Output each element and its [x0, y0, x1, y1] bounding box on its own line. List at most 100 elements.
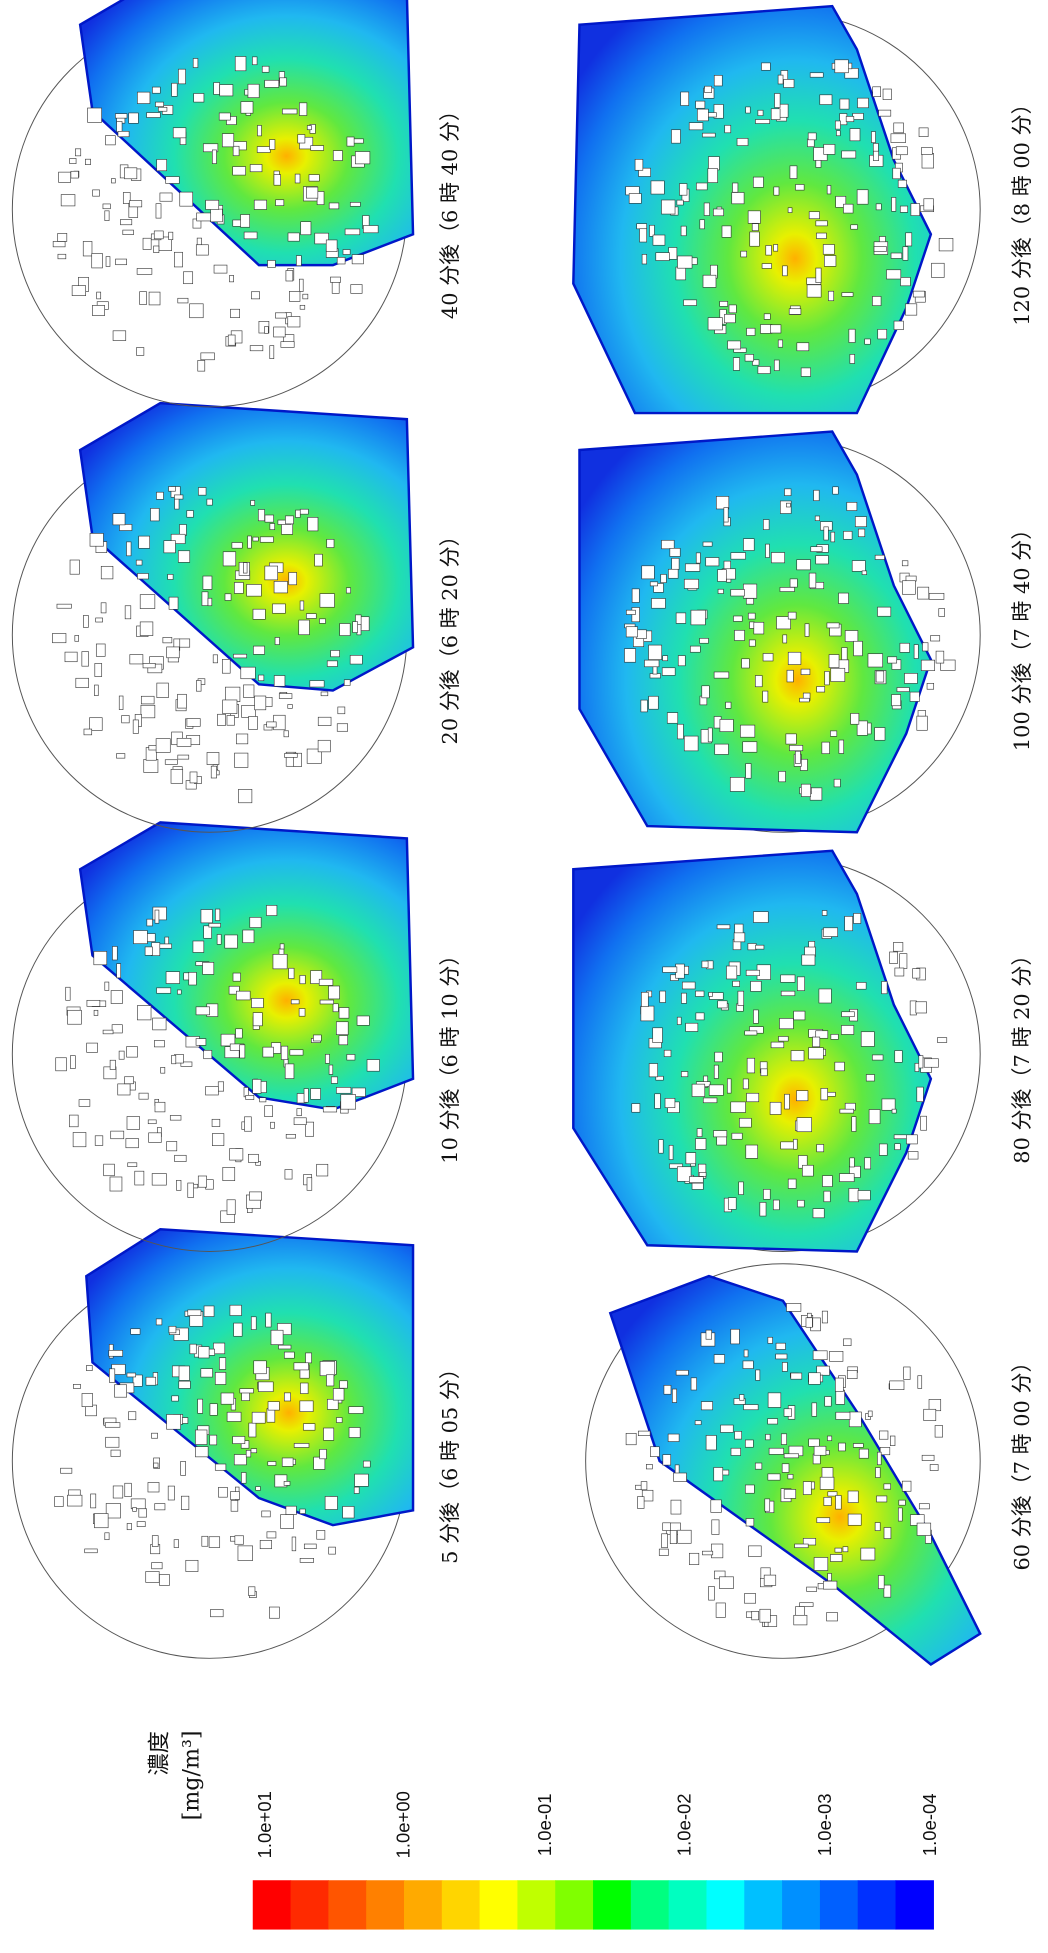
- building: [354, 1487, 359, 1493]
- building: [650, 1447, 659, 1457]
- building: [343, 250, 350, 255]
- building: [118, 131, 129, 136]
- building: [816, 160, 821, 167]
- building: [177, 738, 191, 746]
- building: [825, 1397, 832, 1407]
- building: [879, 1431, 888, 1439]
- building: [178, 298, 188, 303]
- building: [113, 331, 126, 341]
- building: [222, 134, 233, 147]
- building: [624, 649, 635, 663]
- building: [271, 1330, 283, 1344]
- building: [908, 1152, 918, 1160]
- building: [339, 1036, 348, 1045]
- building: [251, 1317, 256, 1330]
- building: [728, 341, 741, 349]
- building: [355, 1474, 369, 1486]
- building: [58, 233, 67, 241]
- building: [876, 1496, 886, 1502]
- building: [251, 500, 255, 505]
- building: [667, 713, 677, 724]
- building: [924, 1059, 938, 1068]
- building: [140, 292, 147, 305]
- building: [836, 131, 840, 136]
- building: [813, 1037, 820, 1047]
- building: [251, 1449, 257, 1453]
- building: [238, 1546, 253, 1561]
- building: [83, 615, 88, 627]
- colorbar-swatch: [593, 1880, 631, 1929]
- building: [338, 707, 345, 714]
- building: [111, 1131, 124, 1139]
- panel: [573, 851, 980, 1252]
- building: [254, 1361, 267, 1374]
- panel: [12, 1229, 413, 1658]
- building: [696, 1013, 704, 1020]
- building: [704, 203, 709, 216]
- building: [638, 1431, 650, 1436]
- building: [853, 1444, 863, 1448]
- building: [917, 1087, 924, 1102]
- building: [235, 56, 246, 70]
- building: [763, 1189, 770, 1199]
- building: [252, 1412, 265, 1423]
- building: [819, 989, 831, 1003]
- building: [939, 238, 953, 251]
- building: [300, 1383, 308, 1394]
- building: [230, 1492, 239, 1500]
- building: [650, 582, 657, 586]
- building: [197, 238, 201, 245]
- building: [147, 919, 153, 926]
- building: [670, 548, 680, 556]
- building: [131, 1329, 140, 1335]
- building: [686, 1153, 696, 1164]
- building: [678, 656, 685, 666]
- building: [661, 540, 674, 549]
- building: [653, 1028, 663, 1043]
- building: [781, 991, 795, 996]
- building: [900, 954, 907, 969]
- building: [186, 1560, 198, 1571]
- building: [289, 572, 297, 584]
- building: [711, 1544, 722, 1558]
- building: [299, 279, 303, 291]
- panel: [573, 6, 980, 413]
- building: [300, 1401, 313, 1412]
- building: [225, 687, 240, 702]
- building: [650, 225, 655, 236]
- building: [655, 1094, 661, 1109]
- building: [637, 224, 647, 229]
- building: [82, 1393, 93, 1406]
- building: [311, 1089, 321, 1100]
- building: [918, 587, 929, 599]
- building: [94, 951, 107, 964]
- building: [244, 685, 254, 698]
- building: [761, 63, 770, 70]
- building: [182, 1418, 188, 1424]
- building: [783, 266, 788, 276]
- building: [797, 560, 811, 570]
- building: [294, 1363, 309, 1370]
- building: [795, 751, 800, 763]
- building: [711, 1500, 722, 1512]
- building: [153, 1018, 166, 1030]
- building: [743, 539, 754, 551]
- building: [188, 1183, 194, 1197]
- building: [822, 911, 827, 916]
- building: [656, 253, 670, 261]
- building: [917, 716, 927, 730]
- building: [824, 144, 835, 154]
- building: [119, 524, 131, 530]
- building: [183, 272, 192, 284]
- building: [672, 558, 679, 569]
- building: [768, 1419, 778, 1424]
- building: [340, 1381, 348, 1388]
- building: [879, 1144, 887, 1155]
- building: [750, 232, 760, 246]
- building: [103, 204, 110, 209]
- panel: [12, 822, 413, 1251]
- building: [176, 1180, 181, 1190]
- building: [179, 639, 189, 647]
- building: [681, 993, 686, 1003]
- building: [152, 1433, 158, 1438]
